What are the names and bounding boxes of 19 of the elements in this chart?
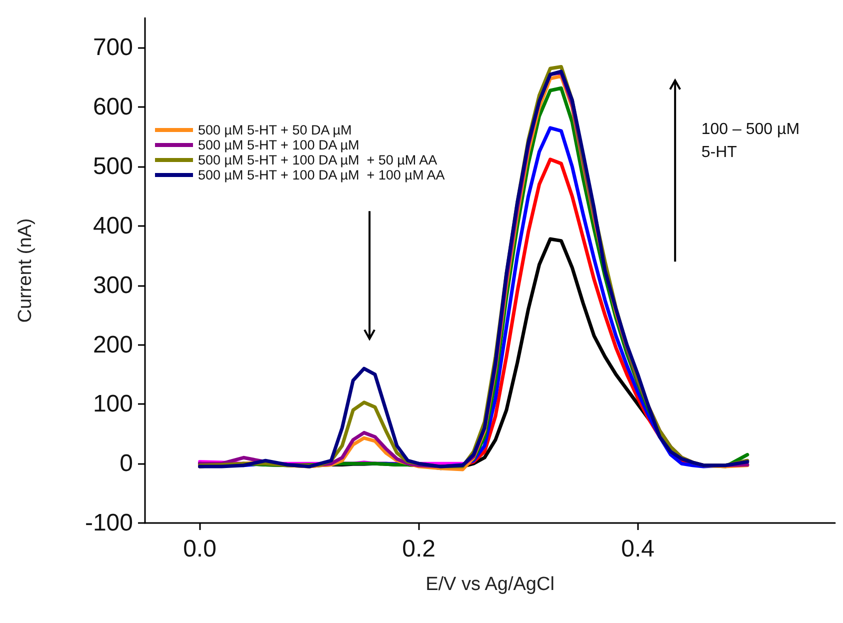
y-tick-label: 0 [120, 450, 133, 478]
annotation: 100 – 500 µM 5-HT [701, 120, 800, 162]
y-tick-label: 500 [92, 153, 133, 180]
legend-label: 500 µM 5-HT + 100 DA µM + 50 µM AA [198, 152, 438, 168]
legend-label: 500 µM 5-HT + 100 DA µM [198, 138, 360, 152]
y-tick-label: 600 [92, 94, 133, 121]
y-tick-label: 700 [92, 34, 133, 62]
y-tick-label: 200 [92, 331, 133, 358]
y-tick-label: 400 [92, 212, 133, 240]
x-tick-label: 0.2 [402, 536, 436, 562]
x-tick-label: 0.0 [183, 536, 216, 562]
legend-label: 500 µM 5-HT + 50 DA µM [198, 122, 352, 138]
y-tick-label: -100 [84, 510, 133, 536]
x-axis-title: E/V vs Ag/AgCl [426, 574, 554, 595]
x-tick-label: 0.4 [621, 536, 655, 562]
y-tick-label: 300 [92, 272, 133, 299]
legend-label: 500 µM 5-HT + 100 DA µM + 100 µM AA [198, 168, 445, 182]
y-tick-label: 100 [92, 390, 133, 418]
y-axis-title: Current (nA) [15, 218, 36, 323]
